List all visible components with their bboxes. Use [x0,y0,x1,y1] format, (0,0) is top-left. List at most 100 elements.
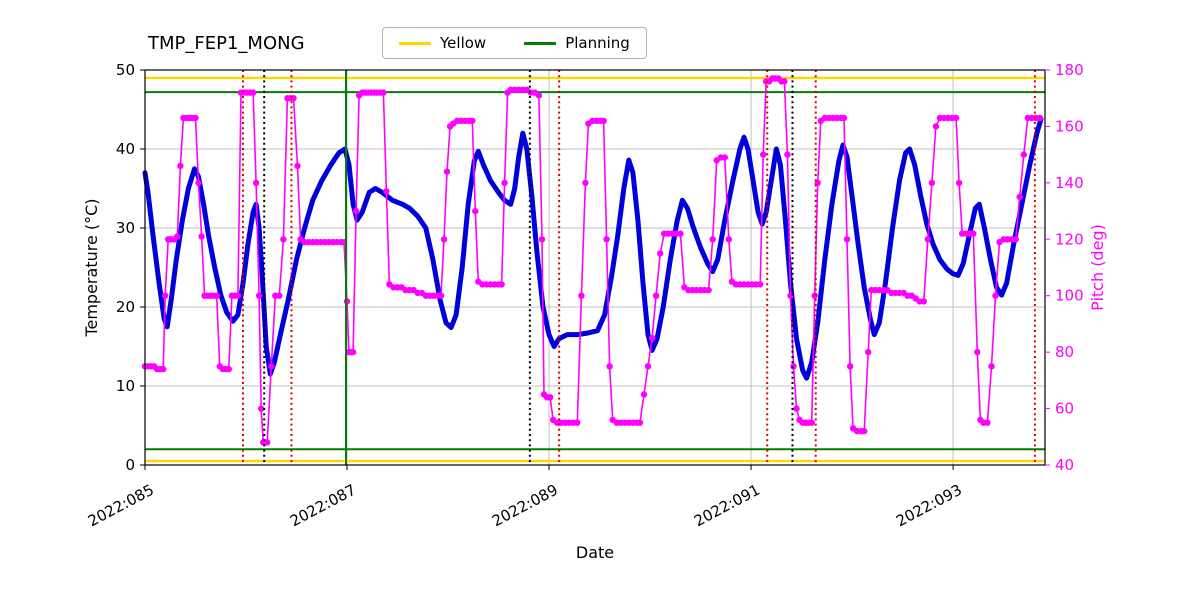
x-tick-label: 2022:091 [691,481,763,531]
plot-border [144,69,1046,466]
y-axis-label-left: Temperature (°C) [82,198,101,337]
pitch-marker [380,89,387,96]
pitch-marker [920,298,927,305]
pitch-marker [252,179,260,187]
pitch-marker [640,391,648,398]
pitch-marker [725,236,732,243]
pitch-marker [955,179,963,187]
pitch-marker [784,151,791,158]
pitch-marker [781,78,788,85]
right-tick-label: 160 [1055,117,1084,135]
pitch-marker [174,233,181,240]
pitch-marker [234,292,242,299]
pitch-marker [644,363,652,370]
chart-title: TMP_FEP1_MONG [148,33,305,54]
pitch-marker [574,419,581,426]
pitch-marker [276,292,283,299]
pitch-marker [437,292,445,299]
pitch-marker [498,281,505,288]
pitch-marker [443,168,451,175]
event-vlines [241,70,1036,465]
legend-item-planning: Planning [524,34,630,52]
legend-item-yellow: Yellow [399,34,486,52]
pitch-marker [198,233,205,240]
pitch-marker [846,363,854,370]
pitch-marker [603,236,610,243]
pitch-marker [258,405,265,412]
right-tick-label: 180 [1055,61,1084,79]
pitch-marker [469,117,476,125]
pitch-marker [294,162,301,170]
x-tick-label: 2022:087 [287,481,359,531]
pitch-marker [472,207,479,215]
pitch-marker [195,179,202,187]
pitch-marker [160,365,167,373]
legend-label-planning: Planning [565,34,630,52]
pitch-marker [843,236,851,243]
pitch-marker [757,281,764,288]
pitch-marker [790,363,797,370]
planning-line-swatch [524,41,557,45]
pitch-marker [992,292,999,299]
pitch-marker [988,363,995,370]
pitch-marker [290,95,297,102]
pitch-marker [162,292,169,299]
pitch-marker [192,114,199,122]
gridlines [144,69,1045,466]
pitch-marker [861,427,868,435]
pitch-marker [970,230,977,237]
pitch-marker [657,250,664,257]
yellow-line-swatch [399,41,431,45]
right-tick-label: 80 [1055,343,1074,361]
pitch-marker [352,207,360,215]
pitch-marker [721,154,728,161]
pitch-marker [538,236,546,243]
pitch-marker [648,334,656,342]
pitch-marker [705,286,712,294]
pitch-line [144,77,1041,444]
limit-lines [145,76,1045,463]
pitch-marker [177,162,184,170]
x-tick-label: 2022:089 [489,481,561,531]
left-tick-label: 40 [116,140,135,158]
pitch-marker [1016,193,1023,201]
left-tick-label: 10 [116,377,135,395]
pitch-marker [928,179,936,187]
temperature-series [142,116,1044,381]
temperature-line [142,116,1044,381]
x-tick-label: 2022:093 [893,481,965,531]
right-tick-label: 40 [1055,456,1074,474]
right-tick-label: 60 [1055,400,1074,418]
pitch-marker [1020,151,1027,158]
pitch-marker [760,151,767,158]
pitch-marker [268,363,275,370]
pitch-marker [974,348,981,356]
pitch-marker [652,292,660,299]
pitch-marker [535,92,543,99]
pitch-marker [1036,114,1044,122]
pitch-marker [546,394,554,401]
pitch-marker [606,363,613,370]
pitch-marker [811,292,818,299]
left-tick-label: 50 [116,61,135,79]
pitch-marker [1012,236,1019,243]
left-tick-label: 0 [125,456,135,474]
pitch-marker [600,117,607,125]
y-axis-label-right: Pitch (deg) [1088,224,1107,311]
pitch-marker [582,179,589,187]
pitch-marker [808,419,815,426]
legend-label-yellow: Yellow [440,34,487,52]
pitch-marker [255,292,263,299]
pitch-marker [932,123,940,130]
pitch-series [141,75,1044,446]
left-tick-label: 20 [116,298,135,316]
pitch-marker [280,236,287,243]
pitch-marker [249,89,257,96]
pitch-marker [349,348,357,356]
pitch-marker [501,179,508,187]
pitch-marker [787,292,794,299]
pitch-marker [924,236,931,243]
pitch-marker [636,419,644,426]
pitch-marker [578,292,585,299]
